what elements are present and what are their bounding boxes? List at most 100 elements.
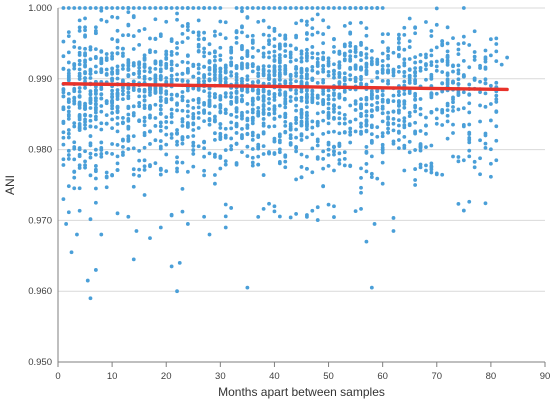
scatter-point-708 (294, 21, 298, 26)
scatter-point-1049 (315, 143, 320, 148)
scatter-point-1860 (121, 51, 125, 56)
scatter-point-2160 (418, 65, 423, 70)
scatter-point-286 (121, 92, 125, 97)
scatter-point-327 (131, 71, 136, 76)
scatter-point-1421 (99, 152, 104, 156)
scatter-point-1155 (175, 92, 179, 97)
scatter-point-945 (164, 97, 169, 101)
scatter-point-1944 (369, 175, 374, 179)
scatter-point-1457 (305, 122, 309, 127)
scatter-point-1157 (83, 25, 87, 30)
scatter-point-1744 (272, 37, 277, 41)
scatter-point-16 (185, 222, 190, 226)
scatter-point-2104 (148, 86, 152, 91)
scatter-point-2092 (261, 117, 266, 121)
scatter-point-2107 (337, 75, 342, 79)
scatter-point-2084 (66, 97, 71, 102)
scatter-point-2157 (229, 56, 234, 60)
scatter-point-699 (229, 91, 234, 96)
scatter-point-1616 (66, 68, 71, 73)
scatter-point-1561 (461, 34, 466, 39)
scatter-point-260 (131, 15, 136, 20)
scatter-point-742 (402, 99, 407, 104)
scatter-point-558 (77, 67, 82, 72)
scatter-point-489 (148, 69, 152, 74)
scatter-point-378 (99, 148, 104, 152)
scatter-point-1389 (126, 90, 131, 95)
scatter-point-938 (110, 76, 115, 81)
scatter-point-2170 (380, 111, 385, 116)
scatter-point-1775 (207, 59, 212, 63)
scatter-point-1267 (261, 110, 266, 115)
scatter-point-1497 (342, 82, 347, 87)
scatter-point-1773 (250, 155, 255, 160)
scatter-point-1211 (202, 79, 207, 84)
scatter-point-2048 (196, 87, 201, 92)
scatter-point-1740 (110, 54, 115, 59)
scatter-point-2286 (353, 6, 358, 10)
scatter-point-2199 (337, 80, 342, 85)
scatter-point-218 (478, 103, 482, 108)
scatter-point-1161 (299, 115, 304, 120)
scatter-point-891 (478, 90, 482, 95)
scatter-point-1687 (456, 63, 461, 68)
scatter-point-1142 (93, 167, 98, 172)
scatter-point-2200 (72, 99, 77, 104)
scatter-point-2143 (380, 160, 385, 165)
scatter-point-1639 (104, 67, 109, 72)
scatter-point-996 (158, 67, 163, 72)
scatter-point-1857 (494, 36, 499, 41)
scatter-point-1062 (115, 92, 120, 97)
scatter-point-2008 (294, 46, 298, 51)
scatter-point-1921 (213, 117, 217, 122)
scatter-point-1022 (294, 71, 298, 75)
scatter-point-1112 (223, 107, 228, 112)
scatter-point-733 (315, 101, 320, 106)
scatter-point-35 (364, 26, 369, 31)
scatter-point-840 (332, 36, 336, 41)
scatter-point-2073 (180, 94, 185, 99)
scatter-point-1695 (83, 159, 87, 164)
scatter-point-1941 (175, 103, 179, 107)
scatter-point-981 (115, 51, 120, 56)
scatter-point-1940 (283, 90, 288, 95)
scatter-point-2031 (142, 94, 147, 99)
scatter-point-207 (250, 102, 255, 107)
scatter-point-852 (115, 15, 120, 20)
scatter-point-1277 (359, 53, 363, 57)
scatter-point-195 (267, 42, 271, 47)
scatter-point-222 (445, 119, 450, 124)
scatter-point-2150 (359, 114, 363, 119)
scatter-point-1852 (164, 61, 169, 66)
scatter-point-2256 (175, 6, 179, 10)
scatter-point-1520 (72, 66, 77, 71)
scatter-point-1097 (305, 37, 309, 42)
scatter-point-1644 (77, 124, 82, 129)
scatter-point-928 (353, 47, 358, 52)
scatter-point-2019 (207, 118, 212, 123)
scatter-point-2267 (250, 6, 255, 10)
scatter-point-2223 (332, 145, 336, 149)
scatter-point-1102 (169, 132, 174, 137)
scatter-point-1737 (299, 112, 304, 117)
scatter-point-2054 (61, 87, 66, 91)
scatter-point-2171 (72, 121, 77, 125)
scatter-point-1592 (483, 65, 488, 70)
scatter-point-833 (418, 59, 423, 64)
scatter-point-1323 (256, 88, 261, 93)
scatter-point-2103 (283, 71, 288, 76)
scatter-point-986 (342, 112, 347, 117)
scatter-point-885 (299, 95, 304, 100)
scatter-point-2097 (104, 72, 109, 76)
scatter-point-170 (288, 99, 293, 103)
scatter-point-1487 (121, 78, 125, 83)
scatter-point-2188 (240, 79, 244, 84)
scatter-point-292 (315, 111, 320, 116)
scatter-point-1839 (337, 116, 342, 121)
scatter-point-1781 (153, 74, 158, 79)
scatter-point-1792 (386, 63, 390, 68)
scatter-point-2258 (185, 6, 190, 10)
scatter-point-1694 (180, 79, 185, 83)
scatter-point-713 (256, 142, 261, 147)
